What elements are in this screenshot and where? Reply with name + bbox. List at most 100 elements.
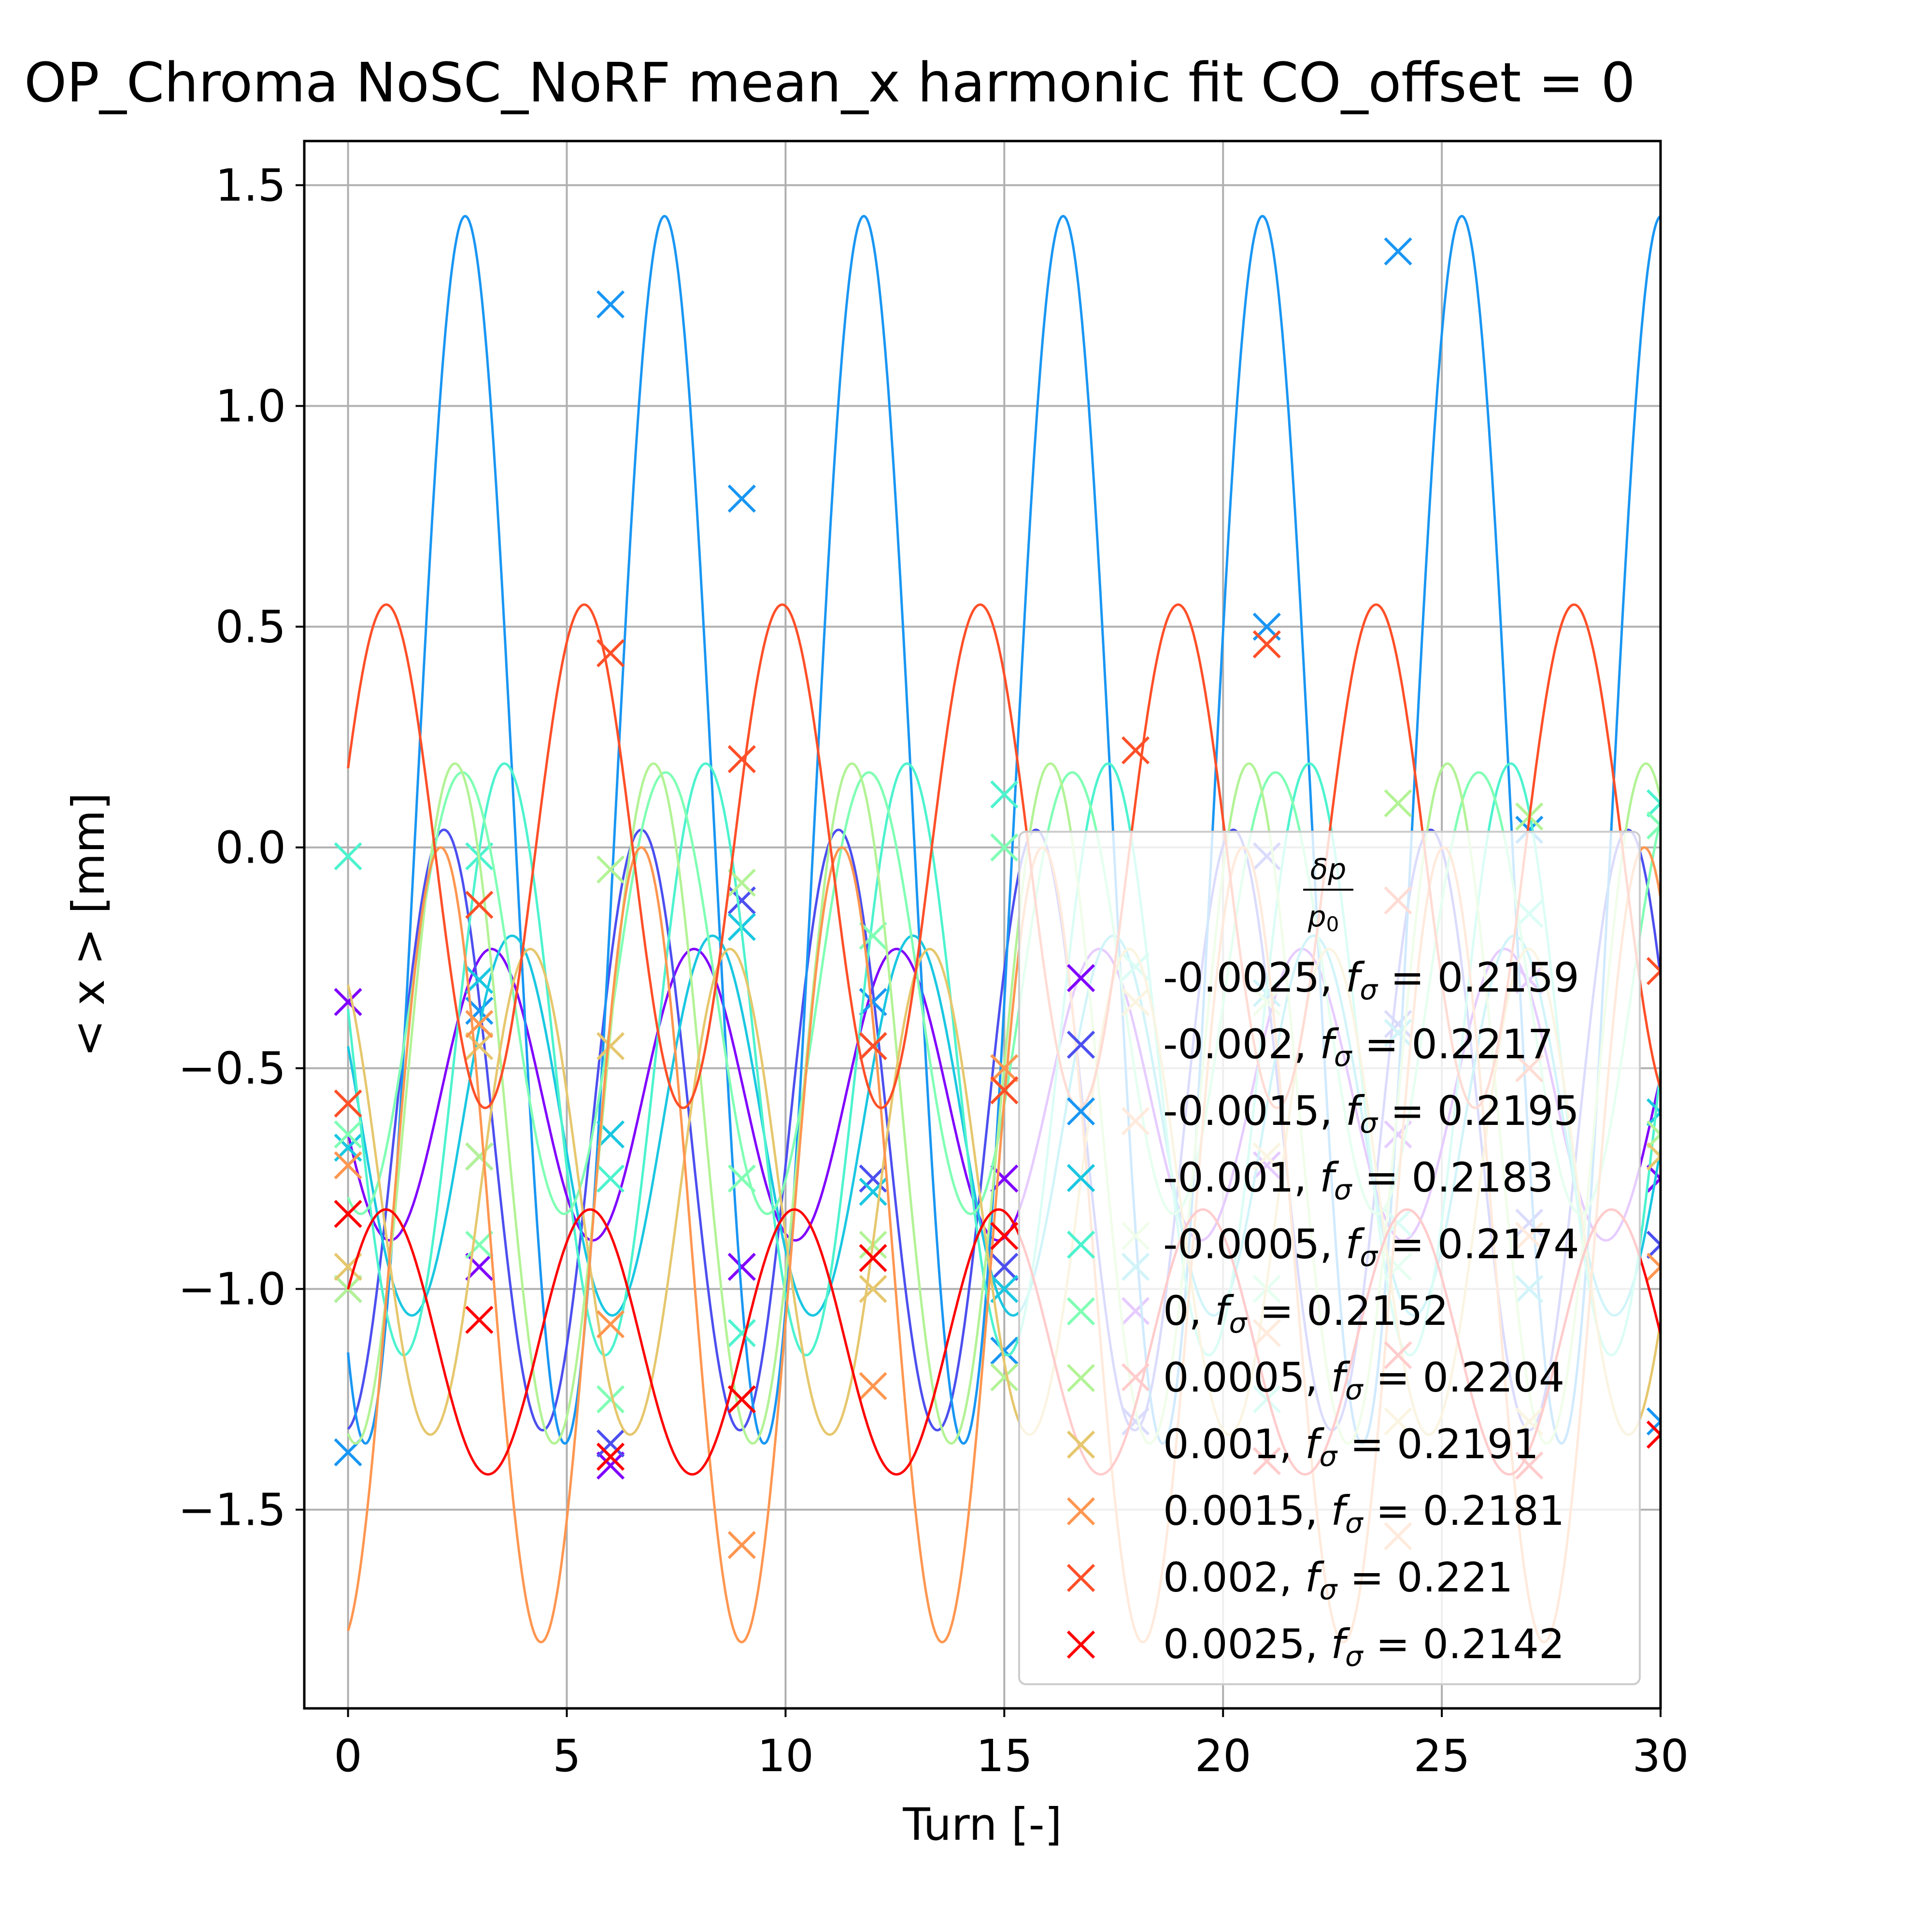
data-point (596, 639, 625, 668)
data-point-stroke (1646, 1176, 1661, 1193)
data-point-stroke (596, 1120, 625, 1149)
data-point-stroke (1646, 1252, 1661, 1269)
x-tick-label: 5 (553, 1730, 581, 1782)
data-point-stroke (465, 1010, 494, 1038)
legend-entry-label: -0.001, fσ = 0.2183 (1163, 1154, 1553, 1206)
data-point (465, 966, 494, 994)
data-point-stroke (596, 1164, 625, 1193)
legend-entry-label: 0, fσ = 0.2152 (1163, 1287, 1449, 1339)
data-point-stroke (1646, 969, 1661, 985)
data-point (1646, 1252, 1661, 1281)
data-point-stroke (727, 1385, 756, 1414)
chart-title: OP_Chroma NoSC_NoRF mean_x harmonic fit … (24, 52, 1635, 114)
x-tick-label: 20 (1195, 1730, 1251, 1782)
data-point-stroke (1646, 1433, 1661, 1449)
data-point-stroke (1646, 1154, 1661, 1171)
data-point-stroke (990, 1336, 1019, 1365)
data-point (465, 1010, 494, 1038)
legend-marker (1066, 1630, 1095, 1659)
data-point (596, 1032, 625, 1060)
data-point-stroke (990, 1076, 1019, 1105)
legend-entry-label: 0.002, fσ = 0.221 (1163, 1554, 1513, 1606)
legend-entry-label: -0.002, fσ = 0.2217 (1163, 1021, 1553, 1073)
data-point-stroke (1646, 1231, 1661, 1247)
data-point-stroke (1646, 1264, 1661, 1281)
data-point-stroke (990, 833, 1019, 862)
legend-marker-stroke (1066, 964, 1095, 993)
data-point (1646, 1098, 1661, 1127)
legend-marker-stroke (1066, 1097, 1095, 1126)
data-point (1384, 237, 1412, 266)
data-point (596, 1164, 625, 1193)
x-axis-label: Turn [-] (902, 1799, 1062, 1850)
data-point-stroke (596, 1310, 625, 1338)
data-point-stroke (334, 1151, 362, 1179)
data-point-stroke (727, 484, 756, 513)
data-point-stroke (1646, 811, 1661, 828)
data-point-stroke (1646, 801, 1661, 818)
data-point-stroke (1646, 1098, 1661, 1115)
data-point (465, 1032, 494, 1060)
data-point-stroke (1646, 1142, 1661, 1159)
data-point-stroke (465, 1032, 494, 1060)
data-point (465, 1306, 494, 1334)
y-tick-label: 0.0 (215, 822, 286, 874)
data-point (596, 1429, 625, 1458)
data-point (1646, 1164, 1661, 1193)
data-point (990, 1336, 1019, 1365)
data-point (1646, 957, 1661, 985)
axes: 0 5 10 15 20 25 30 −1.5 −1.0 −0.5 0.0 0.5 1.0 1.5 (178, 159, 1689, 1782)
data-point (596, 1442, 625, 1471)
data-point (859, 1372, 887, 1400)
data-point-stroke (334, 1120, 362, 1149)
legend-entry-label: -0.0005, fσ = 0.2174 (1163, 1221, 1579, 1273)
data-point (1646, 1231, 1661, 1259)
data-point-stroke (596, 290, 625, 319)
data-point-stroke (727, 1164, 756, 1193)
data-point (727, 1385, 756, 1414)
data-point-stroke (859, 988, 887, 1016)
legend-marker-stroke (1066, 1164, 1095, 1193)
legend-marker-stroke (1066, 1364, 1095, 1392)
data-point (990, 1252, 1019, 1281)
data-point-stroke (1384, 789, 1412, 818)
data-point (334, 1120, 362, 1149)
data-point (727, 1531, 756, 1559)
data-point-stroke (596, 1385, 625, 1414)
data-point-stroke (727, 868, 756, 897)
data-point (334, 1089, 362, 1118)
data-point (990, 1275, 1019, 1303)
legend-entry-label: -0.0015, fσ = 0.2195 (1163, 1087, 1579, 1139)
data-point (596, 1451, 625, 1480)
y-tick-label: −0.5 (178, 1043, 286, 1094)
y-axis-label: < x > [mm] (63, 793, 114, 1057)
data-point (990, 1076, 1019, 1105)
data-point-stroke (1646, 1421, 1661, 1437)
data-point (727, 1252, 756, 1281)
data-point-stroke (334, 842, 362, 870)
data-point (465, 1142, 494, 1171)
data-point (1384, 789, 1412, 818)
legend-entry-label: 0.0015, fσ = 0.2181 (1163, 1487, 1564, 1539)
data-point-stroke (1646, 1419, 1661, 1435)
legend-marker-stroke (1066, 1297, 1095, 1326)
data-point (990, 1222, 1019, 1250)
data-point (1646, 1421, 1661, 1449)
data-point-stroke (1646, 1164, 1661, 1181)
legend-frame (1018, 831, 1641, 1685)
legend-marker-stroke (1066, 1030, 1095, 1059)
data-point (990, 833, 1019, 862)
data-point-stroke (596, 1032, 625, 1060)
data-point-stroke (596, 1451, 625, 1480)
data-point (859, 1244, 887, 1272)
data-point (596, 1310, 625, 1338)
data-point (990, 1363, 1019, 1392)
data-point (727, 745, 756, 773)
legend-marker (1066, 1430, 1095, 1459)
series-line (347, 214, 1661, 1445)
legend-title-denominator-sub: 0 (1326, 912, 1339, 936)
data-point (727, 1319, 756, 1348)
legend-marker-stroke (1066, 1497, 1095, 1526)
data-point-stroke (465, 891, 494, 919)
